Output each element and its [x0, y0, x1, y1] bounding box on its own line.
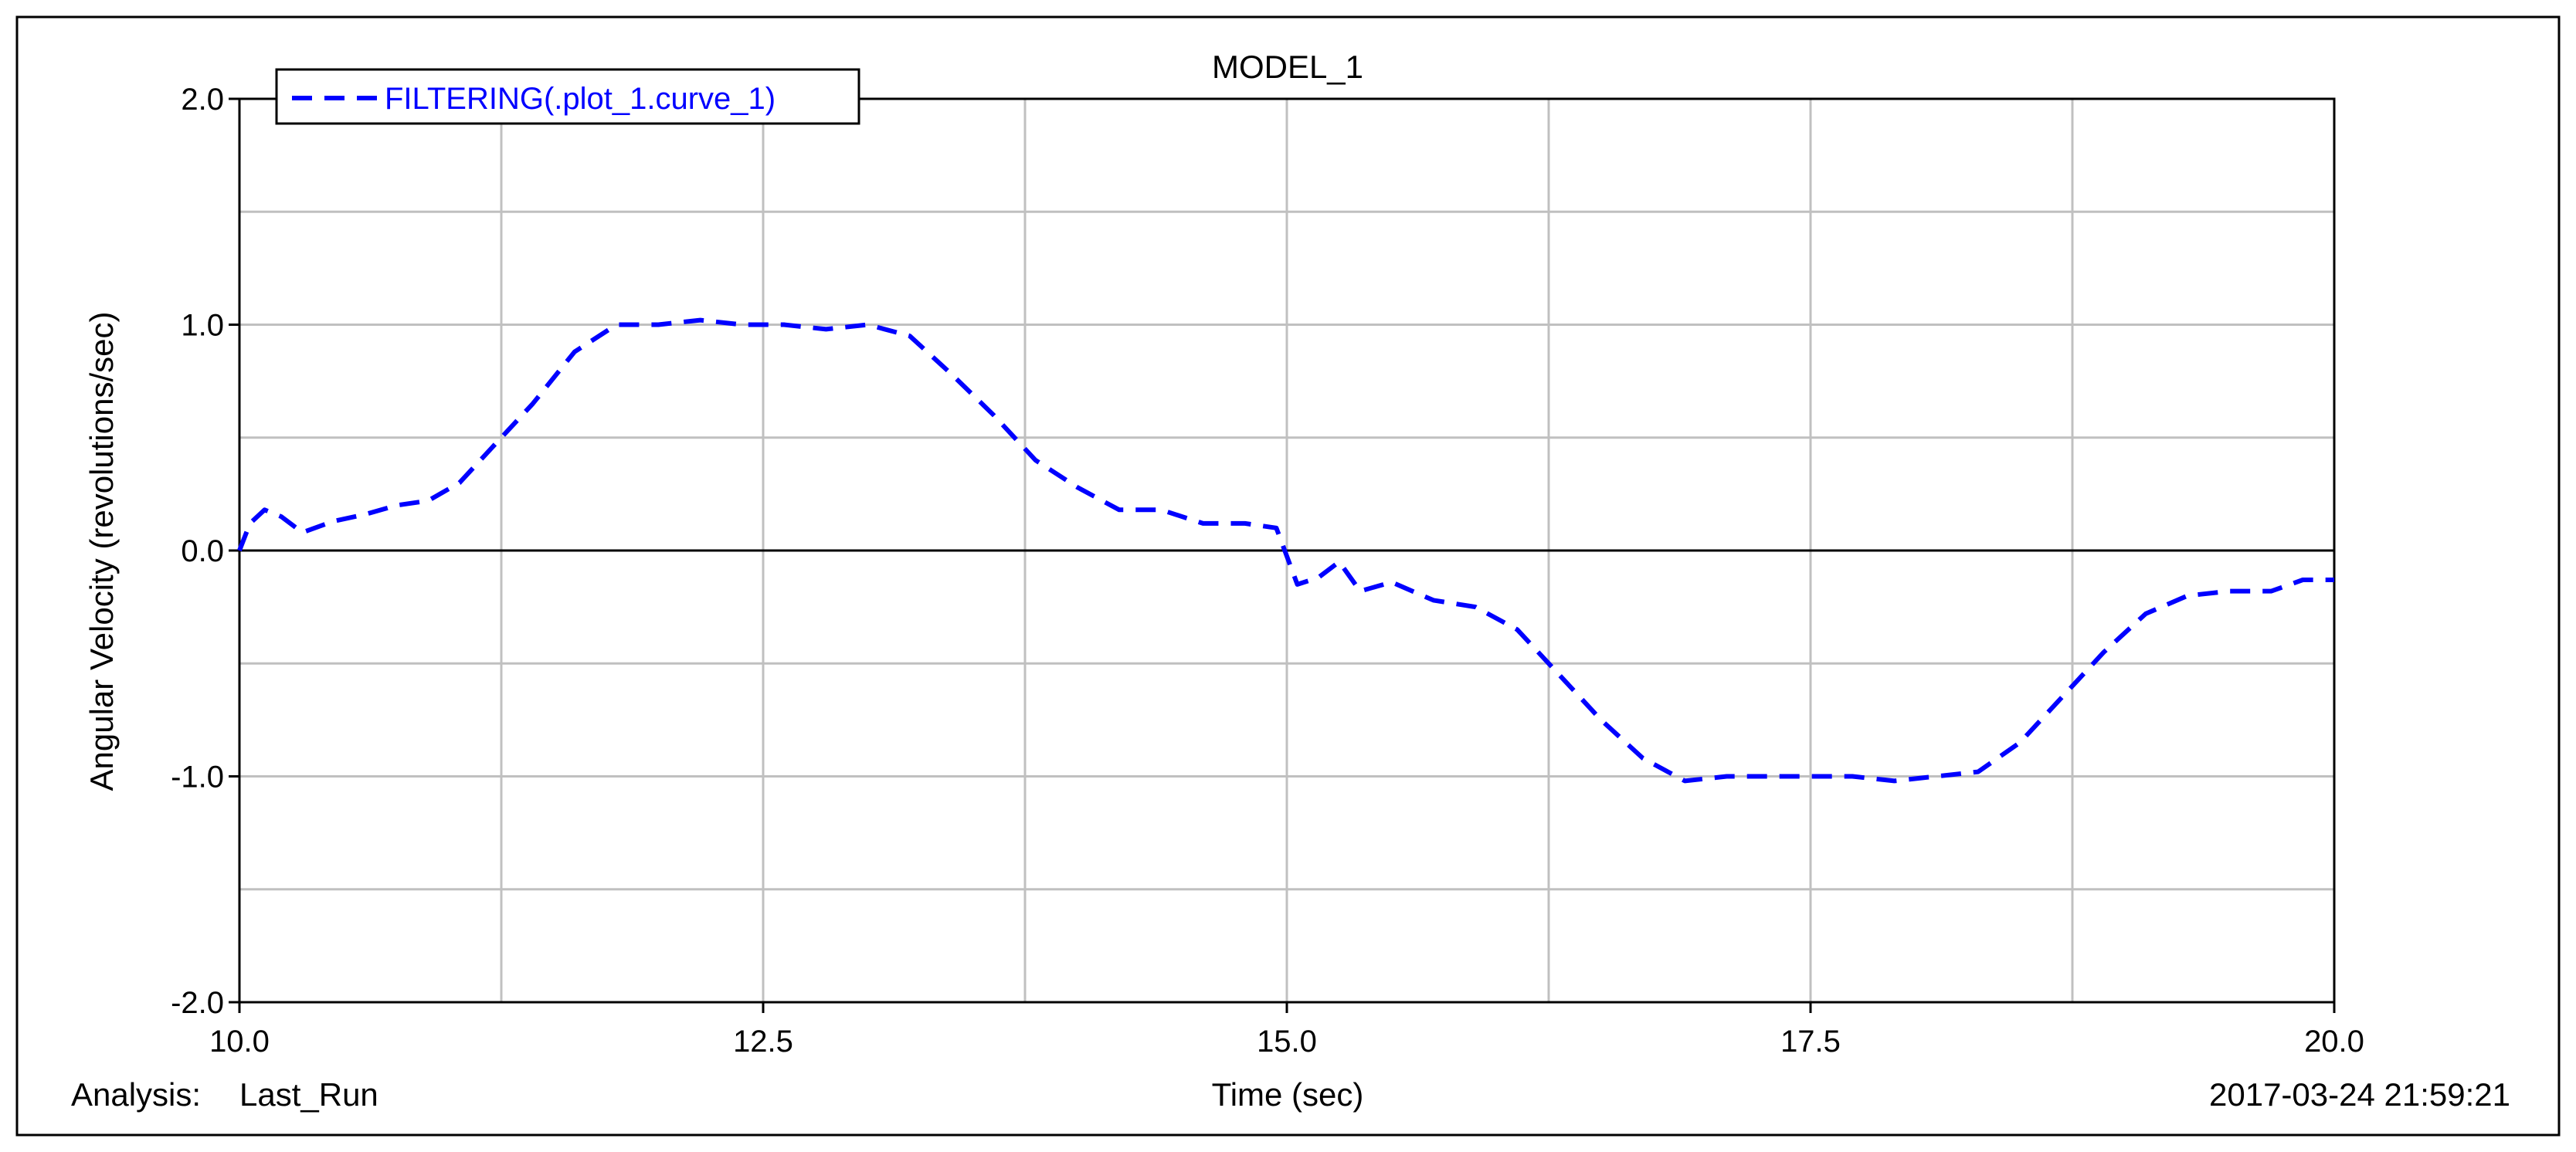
series-line-filtering	[237, 317, 2334, 784]
y-tick-label: 1.0	[181, 309, 224, 343]
y-tick-label: -2.0	[171, 986, 224, 1020]
x-ticks: 10.0 12.5 15.0 17.5 20.0	[209, 1002, 2364, 1059]
y-tick-label: -1.0	[171, 761, 224, 795]
y-axis-label: Angular Velocity (revolutions/sec)	[83, 312, 120, 791]
x-tick-label: 10.0	[209, 1025, 270, 1059]
chart-title: MODEL_1	[1212, 49, 1363, 85]
x-axis-label: Time (sec)	[1212, 1076, 1364, 1113]
legend-entry-filtering: FILTERING(.plot_1.curve_1)	[385, 82, 776, 116]
x-tick-label: 20.0	[2304, 1025, 2364, 1059]
analysis-label: Analysis:	[71, 1076, 201, 1113]
x-tick-label: 15.0	[1257, 1025, 1317, 1059]
analysis-value: Last_Run	[239, 1076, 378, 1113]
timestamp: 2017-03-24 21:59:21	[2209, 1076, 2510, 1113]
x-tick-label: 17.5	[1780, 1025, 1841, 1059]
y-tick-label: 0.0	[181, 534, 224, 568]
legend: FILTERING(.plot_1.curve_1)	[275, 68, 860, 125]
y-ticks: 2.0 1.0 0.0 -1.0 -2.0	[171, 83, 239, 1020]
x-tick-label: 12.5	[733, 1025, 793, 1059]
y-tick-label: 2.0	[181, 83, 224, 117]
